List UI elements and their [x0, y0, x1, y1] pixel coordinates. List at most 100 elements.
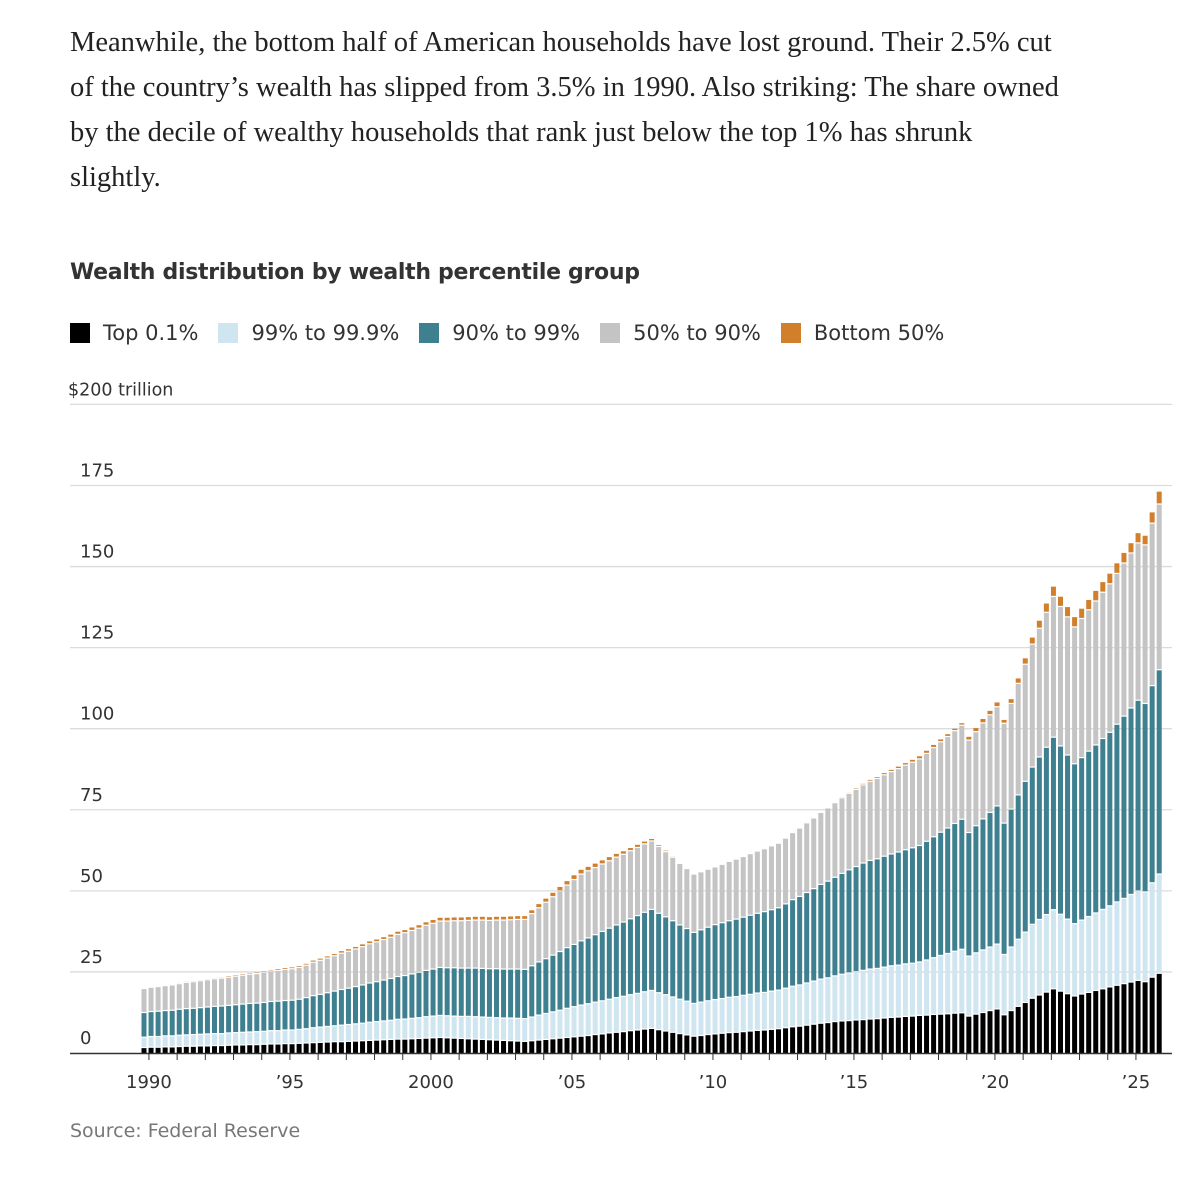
bar-segment-50-to-90- — [1142, 545, 1148, 703]
bar-segment-50-to-90- — [924, 753, 930, 841]
legend-swatch — [419, 323, 440, 343]
bar-segment-top-0-1- — [613, 1032, 619, 1053]
bar-segment-50-to-90- — [938, 742, 944, 832]
bar-segment-50-to-90- — [162, 986, 168, 1010]
bar-segment-50-to-90- — [874, 778, 880, 859]
bar-segment-50-to-90- — [1029, 644, 1035, 767]
bar-segment-90-to-99- — [790, 900, 796, 986]
bar-segment-90-to-99- — [465, 968, 471, 1016]
bar-segment-50-to-90- — [331, 956, 337, 991]
bar-segment-99-to-99-9- — [726, 997, 732, 1033]
y-tick-label: 50 — [80, 866, 103, 887]
bar-segment-99-to-99-9- — [902, 964, 908, 1016]
bar-segment-90-to-99- — [776, 908, 781, 990]
bar-segment-50-to-90- — [684, 869, 690, 928]
bar-segment-top-0-1- — [917, 1016, 922, 1053]
bar-segment-90-to-99- — [416, 972, 422, 1018]
bar-segment-top-0-1- — [1149, 977, 1155, 1053]
bar-segment-bottom-50- — [1114, 563, 1120, 573]
bar-segment-90-to-99- — [677, 925, 683, 999]
bar-segment-top-0-1- — [1008, 1011, 1014, 1053]
bar-segment-90-to-99- — [1058, 746, 1063, 914]
bar-segment-50-to-90- — [825, 808, 831, 881]
bar-segment-top-0-1- — [1156, 973, 1162, 1053]
bar-segment-99-to-99-9- — [663, 995, 669, 1031]
bar-segment-99-to-99-9- — [240, 1032, 246, 1045]
bar-segment-top-0-1- — [656, 1030, 662, 1053]
bar-segment-top-0-1- — [846, 1021, 852, 1053]
bar-segment-top-0-1- — [1058, 991, 1063, 1053]
bar-segment-bottom-50- — [1149, 512, 1155, 523]
bar-segment-bottom-50- — [275, 969, 281, 970]
bar-segment-bottom-50- — [902, 763, 908, 765]
bar-segment-bottom-50- — [881, 773, 887, 775]
bar-segment-90-to-99- — [550, 955, 556, 1012]
bar-segment-99-to-99-9- — [1142, 892, 1148, 982]
bar-segment-99-to-99-9- — [564, 1008, 570, 1037]
bar-segment-99-to-99-9- — [599, 1001, 605, 1034]
bar-segment-50-to-90- — [571, 880, 577, 944]
y-tick-label: 25 — [80, 947, 103, 968]
bar-segment-bottom-50- — [1050, 586, 1056, 596]
bar-segment-top-0-1- — [804, 1025, 810, 1053]
bar-segment-top-0-1- — [374, 1040, 380, 1053]
bar-segment-top-0-1- — [599, 1034, 605, 1053]
bar-segment-90-to-99- — [860, 863, 866, 970]
bar-segment-99-to-99-9- — [204, 1034, 210, 1046]
bar-segment-90-to-99- — [1156, 670, 1162, 874]
x-tick-label: 2000 — [408, 1072, 454, 1093]
bar-segment-50-to-90- — [212, 979, 217, 1006]
bar-segment-top-0-1- — [888, 1017, 894, 1053]
bar-segment-90-to-99- — [529, 966, 535, 1017]
bar-segment-99-to-99-9- — [613, 998, 619, 1032]
x-tick-label: ’95 — [276, 1072, 305, 1093]
bar-segment-top-0-1- — [635, 1030, 640, 1053]
bar-segment-99-to-99-9- — [1043, 915, 1049, 992]
bar-segment-50-to-90- — [388, 937, 394, 978]
bar-segment-50-to-90- — [1156, 504, 1162, 670]
bar-segment-top-0-1- — [818, 1023, 824, 1053]
bar-segment-top-0-1- — [1043, 992, 1049, 1053]
bar-segment-90-to-99- — [797, 897, 803, 985]
bar-segment-99-to-99-9- — [1022, 932, 1028, 1002]
bar-segment-90-to-99- — [1100, 739, 1106, 909]
y-tick-label: 125 — [80, 623, 114, 644]
bar-segment-99-to-99-9- — [832, 976, 838, 1021]
bar-segment-50-to-90- — [1036, 628, 1042, 757]
bar-segment-top-0-1- — [381, 1040, 387, 1053]
bar-segment-90-to-99- — [578, 941, 584, 1005]
bar-segment-top-0-1- — [1072, 996, 1078, 1053]
bar-segment-90-to-99- — [966, 833, 972, 956]
bar-segment-50-to-90- — [656, 847, 662, 913]
bar-segment-90-to-99- — [635, 916, 640, 993]
bar-segment-99-to-99-9- — [740, 995, 746, 1032]
bar-segment-99-to-99-9- — [790, 986, 796, 1027]
bar-segment-bottom-50- — [1072, 617, 1078, 627]
bar-segment-top-0-1- — [1001, 1015, 1007, 1053]
bar-segment-99-to-99-9- — [938, 956, 944, 1014]
bar-segment-50-to-90- — [508, 920, 514, 969]
bar-segment-50-to-90- — [895, 769, 901, 852]
bar-segment-bottom-50- — [1065, 607, 1071, 617]
bar-segment-90-to-99- — [1043, 747, 1049, 914]
bar-segment-top-0-1- — [1029, 998, 1035, 1053]
paragraph-line: slightly. — [70, 162, 161, 193]
bar-segment-bottom-50- — [367, 941, 373, 944]
bar-segment-99-to-99-9- — [1036, 920, 1042, 995]
y-tick-label: $200 trillion — [68, 380, 173, 400]
bar-segment-bottom-50- — [945, 734, 951, 736]
bar-segment-90-to-99- — [627, 919, 633, 995]
bar-segment-50-to-90- — [430, 923, 436, 969]
bar-segment-90-to-99- — [303, 998, 309, 1029]
bar-segment-90-to-99- — [931, 837, 937, 958]
bar-segment-99-to-99-9- — [733, 997, 739, 1032]
bar-segment-90-to-99- — [233, 1005, 239, 1033]
bar-segment-top-0-1- — [564, 1038, 570, 1053]
bar-segment-top-0-1- — [557, 1038, 563, 1053]
bar-segment-top-0-1- — [677, 1034, 683, 1053]
bar-segment-bottom-50- — [1107, 573, 1113, 584]
bar-segment-90-to-99- — [846, 870, 852, 973]
bar-segment-90-to-99- — [451, 968, 457, 1016]
legend-label: Top 0.1% — [103, 321, 199, 345]
bar-segment-90-to-99- — [705, 927, 711, 1001]
